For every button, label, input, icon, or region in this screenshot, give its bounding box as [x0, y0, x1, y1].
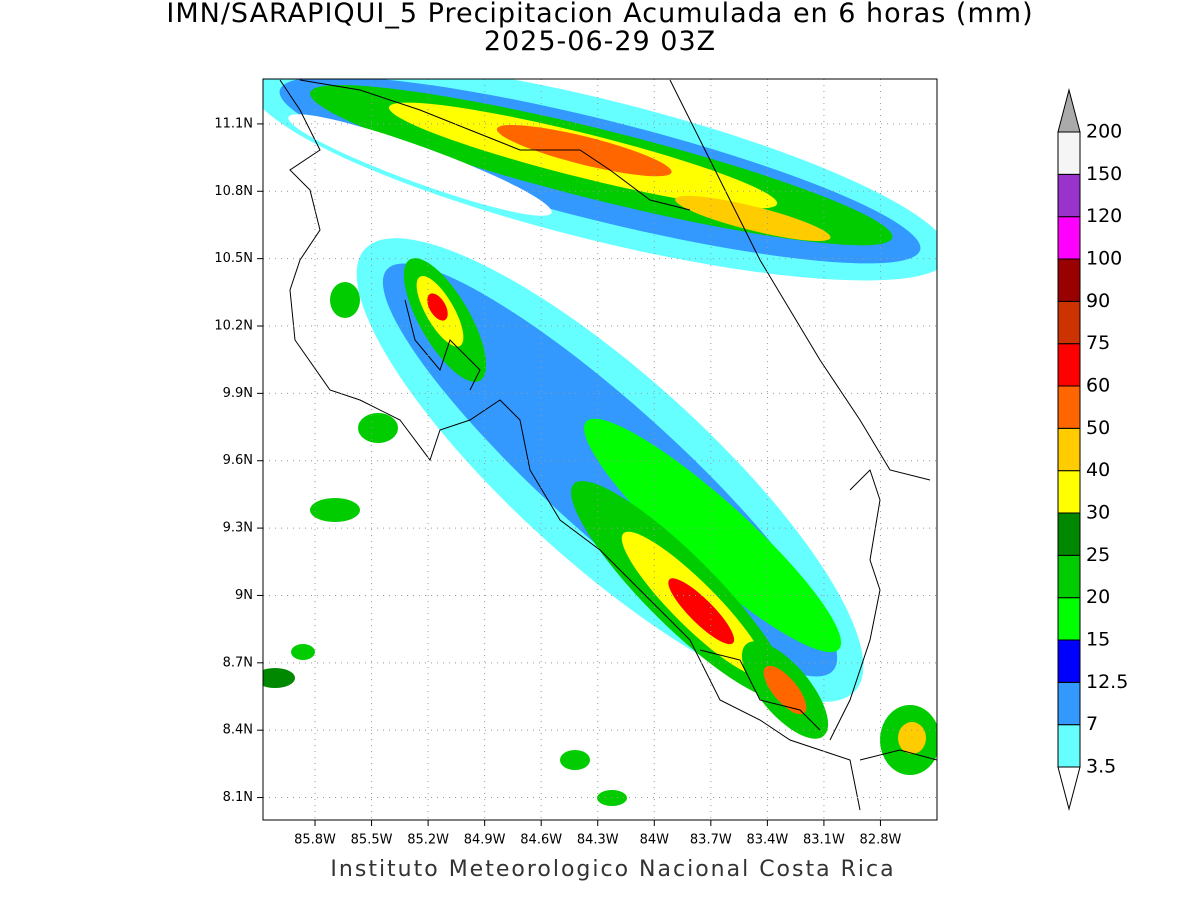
colorbar-label: 60 [1086, 375, 1110, 397]
y-tick-label: 10.2N [214, 319, 253, 334]
subtitle: 2025-06-29 03Z [484, 26, 716, 57]
colorbar-label: 20 [1086, 586, 1110, 608]
x-tick-label: 84.6W [520, 833, 562, 848]
precip-area [584, 418, 842, 653]
y-tick-label: 8.7N [223, 655, 253, 670]
x-tick-label: 84.3W [577, 833, 619, 848]
x-tick-label: 85.8W [294, 833, 336, 848]
colorbar-label: 150 [1086, 163, 1122, 185]
precip-area [427, 293, 448, 321]
precip-area [898, 722, 926, 754]
coastline [279, 79, 937, 811]
colorbar-label: 12.5 [1086, 671, 1128, 693]
y-tick-label: 9N [235, 588, 253, 603]
colorbar-swatch [1057, 470, 1081, 514]
colorbar-swatch [1057, 554, 1081, 599]
colorbar-swatch [1057, 173, 1081, 218]
x-tick-label: 84.9W [464, 833, 506, 848]
x-tick-label: 83.4W [746, 833, 788, 848]
x-tick-label: 83.7W [690, 833, 732, 848]
colorbar-label: 15 [1086, 629, 1110, 651]
y-tick-label: 8.1N [223, 790, 253, 805]
colorbar-label: 30 [1086, 502, 1110, 524]
colorbar-under [1057, 766, 1081, 811]
colorbar-label: 120 [1086, 205, 1122, 227]
colorbar-swatch [1057, 216, 1081, 260]
precip-area [310, 498, 360, 522]
title: IMN/SARAPIQUI_5 Precipitacion Acumulada … [166, 0, 1033, 29]
x-tick-label: 83.1W [803, 833, 845, 848]
colorbar-label: 100 [1086, 248, 1122, 270]
precip-area [358, 413, 398, 443]
y-tick-label: 11.1N [214, 116, 253, 131]
precip-area [263, 668, 295, 688]
x-tick-label: 82.8W [860, 833, 902, 848]
grid [263, 79, 937, 820]
colorbar-swatch [1057, 343, 1081, 387]
colorbar-label: 3.5 [1086, 756, 1116, 778]
precip-area [496, 124, 672, 177]
precip-field [263, 79, 937, 806]
precip-area [763, 665, 807, 715]
colorbar-swatch [1057, 724, 1081, 768]
precip-gap [288, 114, 552, 216]
map-frame [262, 78, 938, 821]
colorbar-swatch [1057, 681, 1081, 726]
colorbar-label: 50 [1086, 417, 1110, 439]
footer: Instituto Meteorologico Nacional Costa R… [330, 857, 895, 882]
colorbar-swatch [1057, 427, 1081, 472]
precip-area [560, 750, 590, 770]
y-tick-label: 9.6N [223, 453, 253, 468]
colorbar-label: 25 [1086, 544, 1110, 566]
colorbar-swatch [1057, 300, 1081, 345]
colorbar-swatch [1057, 512, 1081, 556]
colorbar-swatch [1057, 131, 1081, 175]
y-tick-label: 8.4N [223, 723, 253, 738]
x-tick-label: 85.5W [351, 833, 393, 848]
precip-area [668, 578, 735, 645]
colorbar-swatch [1057, 639, 1081, 683]
y-tick-label: 10.5N [214, 251, 253, 266]
colorbar-label: 90 [1086, 290, 1110, 312]
y-tick-label: 10.8N [214, 184, 253, 199]
x-tick-label: 84W [640, 833, 670, 848]
x-tick-label: 85.2W [407, 833, 449, 848]
colorbar-over [1057, 88, 1081, 133]
colorbar-label: 7 [1086, 713, 1098, 735]
y-tick-label: 9.3N [223, 521, 253, 536]
colorbar-swatch [1057, 597, 1081, 641]
colorbar: 3.5 7 12.5 15 20 25 30 40 50 60 75 90 100 120 150 200 [1057, 88, 1128, 811]
colorbar-label: 75 [1086, 332, 1110, 354]
colorbar-label: 40 [1086, 459, 1110, 481]
axes: 85.8W 85.5W 85.2W 84.9W 84.6W 84.3W 84W 83.7W 83… [214, 116, 901, 847]
y-tick-label: 9.9N [223, 386, 253, 401]
colorbar-label: 200 [1086, 121, 1122, 143]
precip-area [291, 644, 315, 660]
colorbar-swatch [1057, 258, 1081, 302]
colorbar-swatch [1057, 385, 1081, 429]
precip-area [675, 195, 831, 241]
precip-area [330, 282, 360, 318]
